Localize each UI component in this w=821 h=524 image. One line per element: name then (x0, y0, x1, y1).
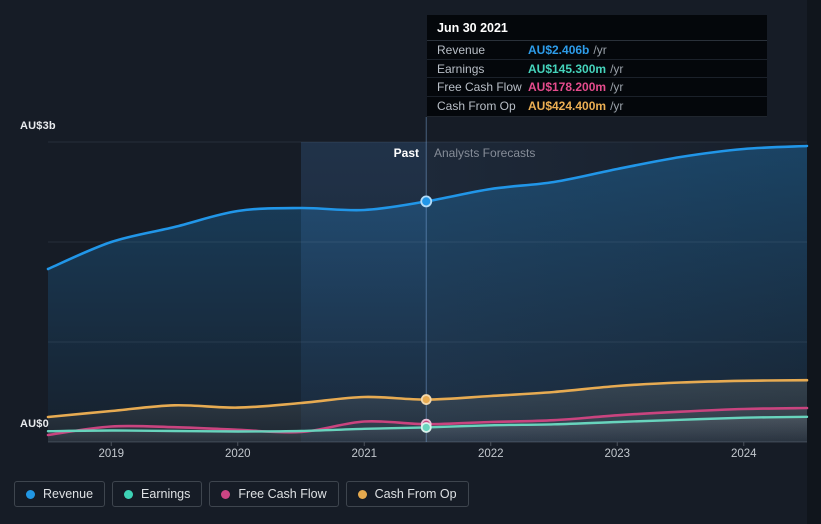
legend-item-revenue[interactable]: Revenue (14, 481, 106, 507)
tooltip-unit: /yr (593, 42, 607, 57)
x-axis-label-2024: 2024 (730, 448, 757, 460)
tooltip-row-revenue: Revenue AU$2.406b /yr (427, 41, 767, 60)
page-background-gutter (807, 0, 821, 524)
tooltip-row-cash-from-op: Cash From Op AU$424.400m /yr (427, 97, 767, 116)
past-section-label: Past (393, 146, 419, 160)
tooltip-unit: /yr (610, 61, 624, 76)
tooltip-unit: /yr (610, 80, 624, 95)
x-axis-label-2023: 2023 (604, 448, 631, 460)
tooltip-row-free-cash-flow: Free Cash Flow AU$178.200m /yr (427, 78, 767, 98)
legend-label: Earnings (141, 487, 191, 501)
legend-label: Revenue (43, 487, 94, 501)
tooltip-value: AU$424.400m (528, 99, 607, 114)
tooltip-row-earnings: Earnings AU$145.300m /yr (427, 60, 767, 79)
earnings-dot-icon (124, 489, 134, 499)
legend-item-cash-from-op[interactable]: Cash From Op (345, 481, 469, 507)
tooltip-date: Jun 30 2021 (427, 15, 767, 41)
y-axis-label-top: AU$3b (20, 120, 56, 132)
x-axis-label-2021: 2021 (351, 448, 378, 460)
tooltip-label: Revenue (437, 42, 486, 57)
tooltip-label: Earnings (437, 61, 485, 76)
legend-item-earnings[interactable]: Earnings (112, 481, 203, 507)
tooltip-value: AU$178.200m (528, 80, 607, 95)
chart-legend: Revenue Earnings Free Cash Flow Cash Fro… (14, 481, 469, 507)
free-cash-flow-dot-icon (221, 489, 231, 499)
tooltip-label: Free Cash Flow (437, 80, 522, 95)
x-axis-label-2022: 2022 (477, 448, 504, 460)
y-axis-label-zero: AU$0 (20, 418, 49, 430)
cash-from-op-dot-icon (357, 489, 367, 499)
analysts-forecasts-section-label: Analysts Forecasts (434, 146, 536, 160)
hover-tooltip: Jun 30 2021 Revenue AU$2.406b /yr Earnin… (427, 15, 767, 117)
tooltip-value: AU$145.300m (528, 61, 607, 76)
legend-item-free-cash-flow[interactable]: Free Cash Flow (209, 481, 339, 507)
revenue-dot-icon (26, 489, 35, 499)
tooltip-value: AU$2.406b (528, 42, 590, 57)
tooltip-label: Cash From Op (437, 99, 516, 114)
x-axis-label-2020: 2020 (224, 448, 251, 460)
x-axis-label-2019: 2019 (98, 448, 125, 460)
tooltip-unit: /yr (610, 99, 624, 114)
legend-label: Cash From Op (374, 487, 457, 501)
legend-label: Free Cash Flow (238, 487, 327, 501)
